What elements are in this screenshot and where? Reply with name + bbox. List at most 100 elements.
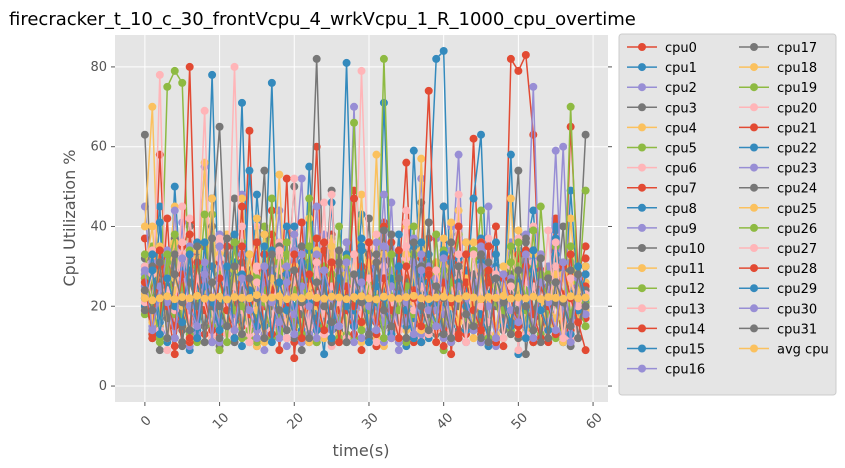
data-point bbox=[305, 214, 314, 223]
data-point bbox=[230, 230, 239, 239]
data-point bbox=[170, 206, 179, 215]
data-point bbox=[484, 242, 493, 251]
data-point bbox=[402, 218, 411, 227]
data-point bbox=[297, 294, 306, 303]
data-point bbox=[499, 334, 508, 343]
data-point bbox=[514, 330, 523, 339]
data-point bbox=[208, 194, 217, 203]
data-point bbox=[200, 238, 209, 247]
data-point bbox=[208, 338, 217, 347]
data-point bbox=[574, 302, 583, 311]
legend-item: cpu12 bbox=[627, 282, 705, 297]
data-point bbox=[551, 278, 560, 287]
data-point bbox=[454, 206, 463, 215]
data-point bbox=[379, 334, 388, 343]
data-point bbox=[357, 298, 366, 307]
data-point bbox=[155, 294, 164, 303]
data-point bbox=[357, 246, 366, 255]
legend: cpu0 cpu1 cpu2 cpu3 cpu4 cpu5 cpu6 cpu7 cpu8 cpu9… bbox=[627, 41, 829, 378]
data-point bbox=[506, 294, 515, 303]
data-point bbox=[267, 250, 276, 259]
legend-item: cpu0 bbox=[627, 41, 697, 56]
data-point bbox=[559, 294, 568, 303]
data-point bbox=[566, 266, 575, 275]
legend-item: cpu13 bbox=[627, 302, 705, 317]
legend-item: cpu18 bbox=[739, 61, 817, 76]
legend-swatch-marker bbox=[638, 324, 646, 333]
data-point bbox=[499, 262, 508, 271]
data-point bbox=[529, 130, 538, 139]
data-point bbox=[514, 226, 523, 235]
data-point bbox=[544, 293, 553, 302]
data-point bbox=[170, 295, 179, 304]
data-point bbox=[350, 102, 359, 111]
data-point bbox=[193, 334, 202, 343]
data-point bbox=[506, 258, 515, 267]
data-point bbox=[193, 242, 202, 251]
data-point bbox=[387, 293, 396, 302]
data-point bbox=[551, 238, 560, 247]
data-point bbox=[320, 326, 329, 335]
data-point bbox=[581, 130, 590, 139]
data-point bbox=[551, 222, 560, 231]
legend-label: cpu15 bbox=[665, 343, 705, 358]
data-point bbox=[230, 238, 239, 247]
data-point bbox=[267, 194, 276, 203]
data-point bbox=[559, 334, 568, 343]
data-point bbox=[484, 258, 493, 267]
data-point bbox=[409, 222, 418, 231]
data-point bbox=[469, 238, 478, 247]
data-point bbox=[364, 238, 373, 247]
data-point bbox=[424, 326, 433, 335]
data-point bbox=[297, 334, 306, 343]
legend-item: cpu4 bbox=[627, 121, 697, 136]
data-point bbox=[581, 310, 590, 319]
data-point bbox=[237, 330, 246, 339]
data-point bbox=[506, 150, 515, 159]
legend-swatch-marker bbox=[638, 83, 646, 92]
data-point bbox=[350, 293, 359, 302]
data-point bbox=[252, 190, 261, 199]
data-point bbox=[200, 210, 209, 219]
data-point bbox=[462, 238, 471, 247]
data-point bbox=[491, 222, 500, 231]
legend-label: cpu0 bbox=[665, 41, 697, 56]
data-point bbox=[200, 258, 209, 267]
data-point bbox=[208, 278, 217, 287]
data-point bbox=[305, 334, 314, 343]
legend-item: cpu19 bbox=[739, 81, 817, 96]
legend-label: cpu20 bbox=[777, 101, 817, 116]
data-point bbox=[454, 222, 463, 231]
data-point bbox=[267, 78, 276, 87]
data-point bbox=[327, 334, 336, 343]
data-point bbox=[387, 250, 396, 259]
data-point bbox=[230, 326, 239, 335]
data-point bbox=[163, 250, 172, 259]
data-point bbox=[506, 194, 515, 203]
data-point bbox=[342, 58, 351, 67]
data-point bbox=[417, 322, 426, 331]
data-point bbox=[409, 330, 418, 339]
data-point bbox=[275, 306, 284, 315]
legend-label: cpu29 bbox=[777, 282, 817, 297]
data-point bbox=[469, 322, 478, 331]
data-point bbox=[372, 150, 381, 159]
data-point bbox=[215, 122, 224, 131]
legend-item: cpu11 bbox=[627, 262, 705, 277]
legend-label: cpu13 bbox=[665, 302, 705, 317]
data-point bbox=[237, 242, 246, 251]
data-point bbox=[312, 293, 321, 302]
data-point bbox=[536, 306, 545, 315]
data-point bbox=[432, 293, 441, 302]
legend-label: cpu27 bbox=[777, 242, 817, 257]
legend-item: cpu1 bbox=[627, 61, 697, 76]
data-point bbox=[223, 322, 232, 331]
data-point bbox=[379, 98, 388, 107]
legend-item: cpu21 bbox=[739, 121, 817, 136]
data-point bbox=[387, 334, 396, 343]
data-point bbox=[215, 334, 224, 343]
legend-label: cpu17 bbox=[777, 41, 817, 56]
legend-swatch-marker bbox=[750, 43, 758, 51]
data-point bbox=[514, 238, 523, 247]
data-point bbox=[424, 270, 433, 279]
